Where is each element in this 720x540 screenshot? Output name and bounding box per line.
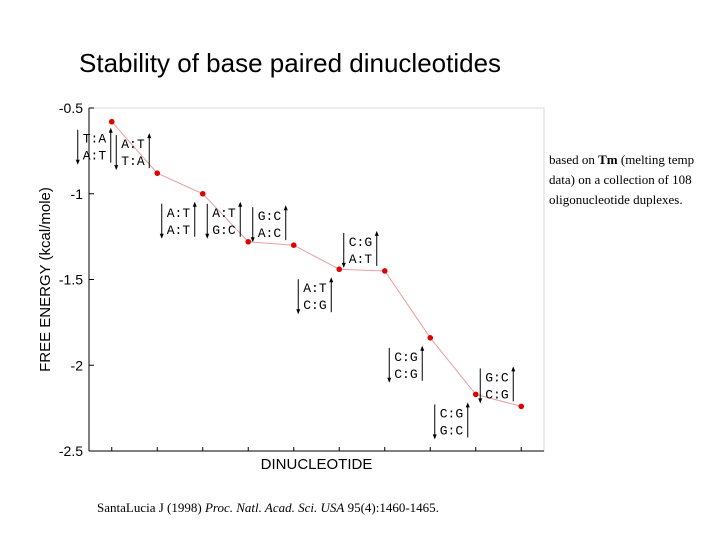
base-pair-label: C:G G:C [432,402,470,440]
base-pair-label: A:T T:A [114,133,152,171]
base-pair-label: T:A A:T [75,127,113,165]
base-pair-top: C:G [349,235,372,250]
chart-series [108,118,525,410]
strand-arrowhead-right [465,402,470,408]
base-pair-label: G:C A:C [250,205,288,243]
data-point [108,118,115,125]
strand-arrowhead-left [296,309,301,315]
base-pair-top: T:A [83,132,107,147]
base-pair-label: C:G A:T [341,230,379,268]
base-pair-top: C:G [440,406,463,421]
data-point [381,268,388,274]
strand-arrowhead-left [75,159,80,165]
strand-arrowhead-right [283,205,288,211]
data-point [427,335,434,341]
base-pair-label: G:C C:G [478,366,516,404]
base-pair-bottom: G:C [212,223,236,238]
base-pair-bottom: A:T [167,223,191,238]
strand-arrowhead-right [192,201,197,207]
data-point [154,170,161,176]
side-note-bold: Tm [598,152,618,167]
strand-arrowhead-left [478,398,483,404]
strand-arrowhead-right [108,127,113,133]
base-pair-bottom: G:C [440,423,464,438]
citation-volume: 95(4):1460-1465. [344,500,439,515]
base-pair-top: G:C [485,370,509,385]
side-note: based on Tm (melting temp data) on a col… [549,150,719,210]
base-pair-top: A:T [167,206,191,221]
y-axis-label: FREE ENERGY (kcal/mole) [37,187,54,372]
base-pair-label: A:T A:T [159,201,197,239]
base-pair-bottom: A:T [83,149,107,164]
strand-arrowhead-right [511,366,516,372]
strand-arrowhead-left [432,434,437,440]
data-point [336,266,343,273]
slide-title: Stability of base paired dinucleotides [79,48,502,78]
strand-arrowhead-left [387,377,392,383]
y-tick-label: -0.5 [59,100,83,116]
base-pair-label: C:G C:G [387,345,425,383]
data-point [472,391,479,398]
base-pair-top: C:G [394,350,417,365]
base-pair-bottom: A:T [349,252,373,267]
x-axis-label: DINUCLEOTIDE [261,456,373,473]
base-pair-top: A:T [121,137,145,152]
strand-arrowhead-left [159,233,164,239]
chart-axes: -2.5 -2 -1.5 -1 -0.5 [59,100,545,459]
base-pair-bottom: C:G [394,367,417,382]
strand-arrowhead-right [329,277,334,283]
base-pair-bottom: T:A [121,154,145,169]
y-tick-label: -2.5 [59,443,83,459]
strand-arrowhead-right [147,133,152,139]
strand-arrowhead-left [341,262,346,268]
base-pair-bottom: C:G [485,387,508,402]
base-pair-bottom: A:C [258,226,282,241]
side-note-part2: (melting temp data) on a collection of 1… [549,152,695,207]
base-pair-label: A:T G:C [205,201,243,239]
strand-arrowhead-right [420,345,425,351]
data-point [518,403,525,410]
strand-arrowhead-left [250,237,255,243]
series-line [111,121,522,407]
citation: SantaLucia J (1998) Proc. Natl. Acad. Sc… [97,500,439,516]
chart-pair-labels: T:AA:TA:TT:AA:TA:TA:TG:CG:CA:CA:TC:GC:GA… [75,127,516,440]
base-pair-bottom: C:G [303,298,326,313]
base-pair-label: A:T C:G [296,277,334,315]
data-point [245,238,252,245]
strand-arrowhead-right [374,230,379,236]
y-tick-label: -1 [71,186,84,202]
side-note-part1: based on [549,152,599,167]
data-point [290,242,297,248]
base-pair-top: A:T [212,206,236,221]
plot-frame [88,107,545,452]
base-pair-top: A:T [303,281,327,296]
strand-arrowhead-left [205,233,210,239]
base-pair-top: G:C [258,209,282,224]
y-tick-label: -2 [71,357,84,373]
strand-arrowhead-left [114,165,119,171]
citation-journal: Proc. Natl. Acad. Sci. USA [204,500,345,515]
data-point [199,190,206,197]
citation-authors: SantaLucia J (1998) [97,500,205,515]
y-tick-label: -1.5 [59,272,83,288]
strand-arrowhead-right [238,201,243,207]
